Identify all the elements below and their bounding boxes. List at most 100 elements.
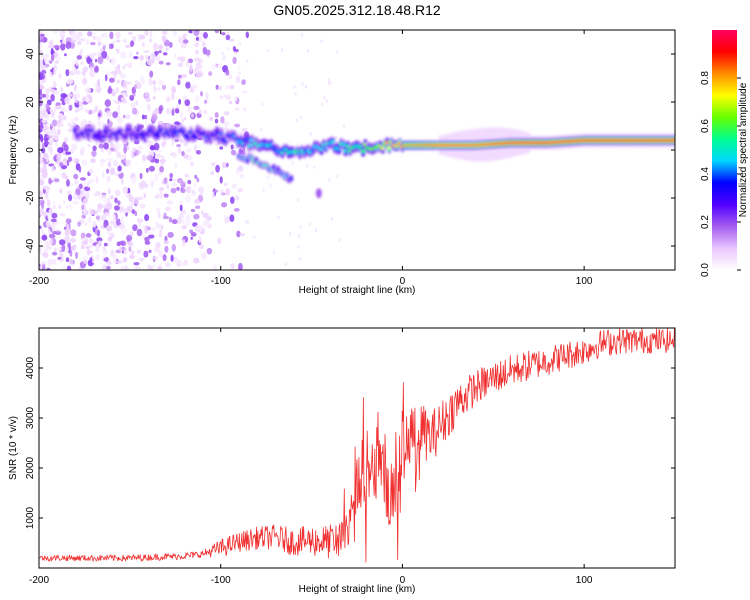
spectrogram-noise-point [122,186,129,194]
spectrogram-x-tick-label: 0 [400,276,406,287]
spectrogram-noise-point [41,142,45,148]
spectrogram-noise-point [64,108,70,112]
spectrogram-x-tick-label: -200 [29,276,49,287]
spectrogram-noise-point [221,161,227,169]
spectrogram-noise-point [338,238,341,242]
spectrogram-noise-point [68,79,74,85]
spectrogram-noise-point [84,186,91,192]
spectrogram-noise-point [180,212,185,219]
spectrogram-noise-point [149,70,154,78]
colorbar-tick-label: 0.6 [700,119,711,133]
spectrogram-noise-point [152,96,156,100]
spectrogram-noise-point [189,64,193,72]
spectrogram-noise-point [214,118,219,124]
spectrogram-noise-point [94,58,98,63]
spectrogram-noise-point [162,254,167,262]
spectrogram-noise-point [67,242,71,249]
spectrogram-noise-point [98,240,103,245]
spectrogram-noise-point [91,150,97,158]
spectrogram-noise-point [342,123,345,128]
spectrogram-noise-point [171,86,177,94]
spectrogram-noise-point [88,109,93,115]
spectrogram-noise-point [68,156,72,162]
spectrogram-noise-point [236,230,241,238]
spectrogram-noise-point [117,200,121,206]
spectrogram-noise-point [39,265,42,270]
spectrogram-noise-point [221,32,226,36]
spectrogram-noise-point [192,83,198,90]
spectrogram-noise-point [225,216,228,221]
spectrogram-noise-point [178,35,182,41]
spectrogram-noise-point [206,247,213,255]
spectrogram-noise-point [59,188,63,194]
spectrogram-noise-point [237,165,244,173]
spectrogram-noise-point [92,145,97,152]
spectrogram-noise-point [131,176,137,185]
spectrogram-noise-point [189,161,194,167]
spectrogram-noise-point [325,99,328,103]
spectrogram-noise-point [217,63,222,70]
spectrogram-noise-point [174,256,178,261]
spectrogram-noise-point [161,35,167,43]
spectrogram-noise-point [82,260,88,264]
spectrogram-ridge-point [123,134,128,139]
spectrogram-noise-point [66,159,70,167]
spectrogram-noise-point [193,182,197,188]
spectrogram-noise-point [193,67,199,75]
spectrogram-noise-point [109,232,115,239]
spectrogram-noise-point [159,158,166,164]
spectrogram-noise-point [94,227,98,236]
spectrogram-noise-point [128,62,132,69]
spectrogram-noise-point [130,250,135,255]
spectrogram-noise-point [133,262,140,266]
spectrogram-noise-point [143,114,148,120]
spectrogram-noise-point [145,97,151,103]
spectrogram-noise-point [57,119,62,124]
spectrogram-noise-point [134,265,141,270]
spectrogram-noise-point [58,114,62,121]
spectrogram-noise-point [41,147,46,154]
spectrogram-noise-point [97,229,100,237]
spectrogram-noise-point [177,74,182,79]
spectrogram-noise-point [109,31,114,40]
spectrogram-noise-point [159,166,165,173]
spectrogram-noise-point [293,85,296,89]
spectrogram-noise-point [203,219,210,228]
spectrogram-noise-point [81,189,84,198]
spectrogram-noise-point [166,96,171,103]
colorbar-label: Normalized spectral amplitude [738,82,749,217]
spectrogram-noise-point [300,33,304,38]
spectrogram-noise-point [157,266,162,270]
spectrogram-noise-point [71,30,76,35]
spectrogram-noise-point [95,244,100,252]
spectrogram-noise-point [56,154,61,162]
spectrogram-noise-point [171,108,175,116]
spectrogram-noise-point [65,41,72,49]
spectrogram-noise-point [178,98,182,105]
spectrogram-noise-point [81,70,86,76]
spectrogram-noise-point [131,209,136,215]
spectrogram-noise-point [194,42,200,48]
spectrogram-noise-point [95,35,103,42]
spectrogram-noise-point [294,92,297,96]
spectrogram-noise-point [128,195,134,203]
spectrogram-noise-point [219,146,224,150]
spectrogram-noise-point [153,256,159,260]
spectrogram-noise-point [245,147,249,154]
spectrogram-noise-point [131,107,138,115]
spectrogram-noise-point [65,151,72,155]
spectrogram-noise-point [198,108,202,115]
spectrogram-noise-point [129,51,133,59]
spectrogram-noise-point [85,108,89,114]
spectrogram-noise-point [194,95,200,103]
spectrogram-noise-point [78,166,82,173]
spectrogram-noise-point [117,104,121,111]
spectrogram-noise-point [157,263,162,268]
spectrogram-noise-point [120,228,127,234]
spectrogram-noise-point [41,93,47,98]
spectrogram-noise-point [125,114,131,120]
spectrogram-noise-point [215,84,219,90]
spectrogram-noise-point [39,96,43,100]
spectrogram-noise-point [158,106,163,114]
